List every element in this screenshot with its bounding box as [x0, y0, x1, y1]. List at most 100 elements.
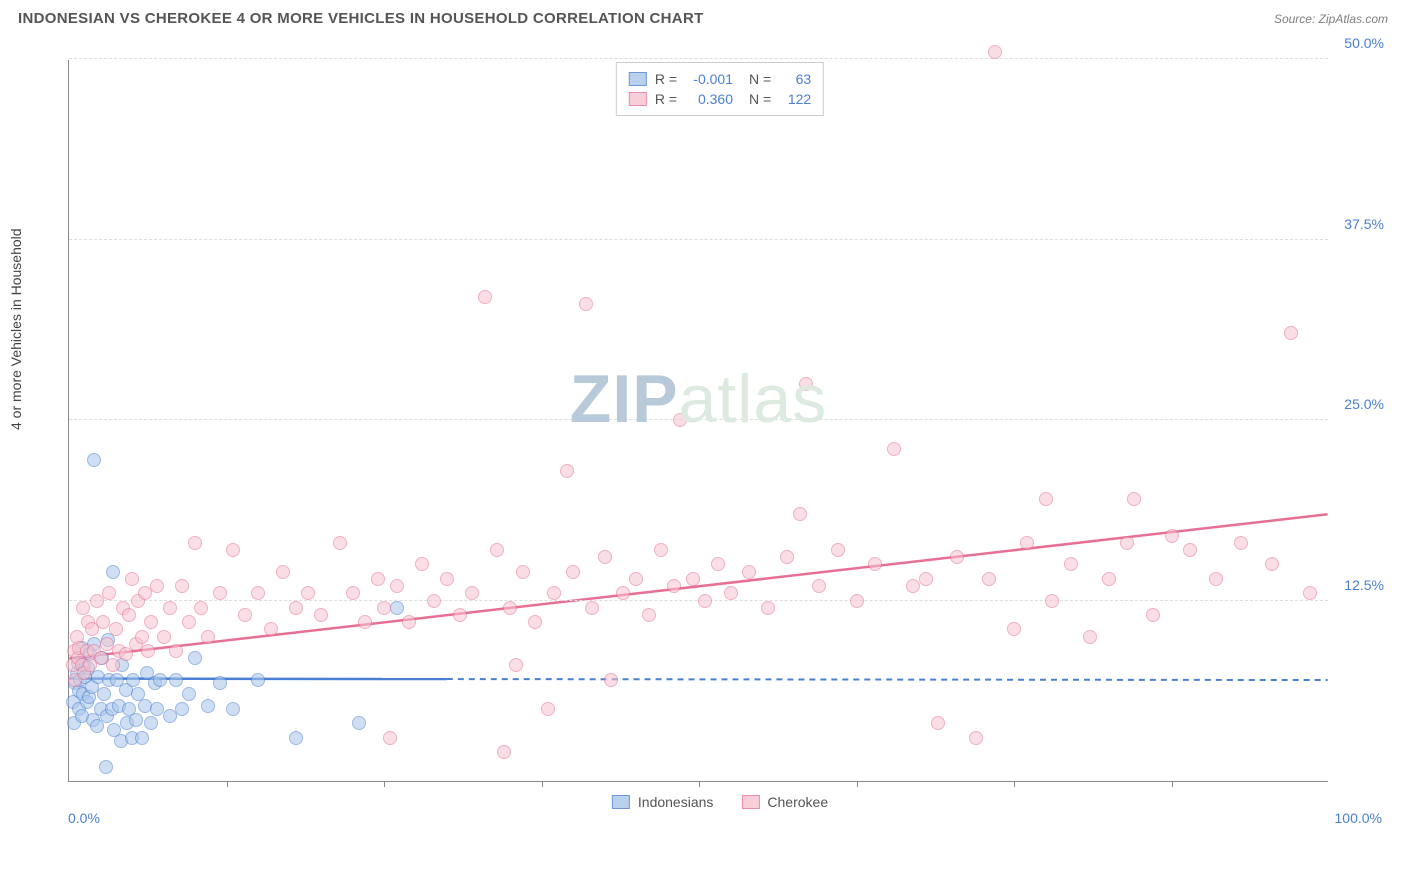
- chart-header: INDONESIAN VS CHEROKEE 4 OR MORE VEHICLE…: [0, 0, 1406, 33]
- legend-r-label: R =: [655, 69, 677, 89]
- data-point: [390, 579, 404, 593]
- data-point: [188, 536, 202, 550]
- data-point: [1303, 586, 1317, 600]
- data-point: [390, 601, 404, 615]
- data-point: [333, 536, 347, 550]
- x-axis-end-label: 100.0%: [1335, 810, 1382, 826]
- data-point: [289, 601, 303, 615]
- data-point: [497, 745, 511, 759]
- data-point: [969, 731, 983, 745]
- legend-swatch: [612, 795, 630, 809]
- data-point: [188, 651, 202, 665]
- data-point: [629, 572, 643, 586]
- legend-r-value: 0.360: [685, 89, 733, 109]
- data-point: [1020, 536, 1034, 550]
- legend-swatch: [629, 72, 647, 86]
- x-axis-start-label: 0.0%: [68, 810, 100, 826]
- data-point: [106, 565, 120, 579]
- data-point: [1007, 622, 1021, 636]
- series-legend-item: Cherokee: [741, 794, 828, 810]
- data-point: [276, 565, 290, 579]
- data-point: [585, 601, 599, 615]
- data-point: [1120, 536, 1134, 550]
- legend-row: R = -0.001 N = 63: [629, 69, 811, 89]
- data-point: [440, 572, 454, 586]
- y-tick-label: 25.0%: [1344, 396, 1384, 412]
- data-point: [686, 572, 700, 586]
- legend-n-label: N =: [749, 69, 771, 89]
- data-point: [144, 615, 158, 629]
- data-point: [377, 601, 391, 615]
- data-point: [301, 586, 315, 600]
- plot-area: ZIPatlas 12.5%25.0%37.5%50.0%: [68, 60, 1328, 782]
- data-point: [541, 702, 555, 716]
- data-point: [175, 579, 189, 593]
- legend-n-value: 63: [779, 69, 811, 89]
- data-point: [109, 622, 123, 636]
- y-axis-label: 4 or more Vehicles in Household: [8, 228, 24, 430]
- data-point: [238, 608, 252, 622]
- watermark-atlas: atlas: [679, 361, 828, 437]
- data-point: [182, 615, 196, 629]
- data-point: [1102, 572, 1116, 586]
- legend-n-value: 122: [779, 89, 811, 109]
- data-point: [144, 716, 158, 730]
- data-point: [465, 586, 479, 600]
- data-point: [604, 673, 618, 687]
- source-attribution: Source: ZipAtlas.com: [1274, 12, 1388, 26]
- data-point: [125, 572, 139, 586]
- x-tick: [384, 781, 385, 787]
- y-tick-label: 12.5%: [1344, 577, 1384, 593]
- data-point: [566, 565, 580, 579]
- data-point: [153, 673, 167, 687]
- data-point: [698, 594, 712, 608]
- legend-row: R = 0.360 N = 122: [629, 89, 811, 109]
- data-point: [251, 673, 265, 687]
- data-point: [76, 601, 90, 615]
- data-point: [182, 687, 196, 701]
- data-point: [868, 557, 882, 571]
- watermark-zip: ZIP: [570, 361, 679, 437]
- data-point: [135, 630, 149, 644]
- data-point: [163, 709, 177, 723]
- data-point: [169, 644, 183, 658]
- data-point: [102, 586, 116, 600]
- data-point: [99, 760, 113, 774]
- chart-container: ZIPatlas 12.5%25.0%37.5%50.0% R = -0.001…: [50, 60, 1390, 830]
- data-point: [1045, 594, 1059, 608]
- data-point: [919, 572, 933, 586]
- data-point: [742, 565, 756, 579]
- data-point: [547, 586, 561, 600]
- series-name: Cherokee: [767, 794, 828, 810]
- data-point: [528, 615, 542, 629]
- data-point: [415, 557, 429, 571]
- data-point: [516, 565, 530, 579]
- data-point: [226, 543, 240, 557]
- data-point: [950, 550, 964, 564]
- data-point: [667, 579, 681, 593]
- data-point: [850, 594, 864, 608]
- x-tick: [699, 781, 700, 787]
- data-point: [201, 630, 215, 644]
- data-point: [346, 586, 360, 600]
- data-point: [87, 453, 101, 467]
- data-point: [169, 673, 183, 687]
- data-point: [264, 622, 278, 636]
- data-point: [616, 586, 630, 600]
- data-point: [1146, 608, 1160, 622]
- data-point: [1284, 326, 1298, 340]
- data-point: [141, 644, 155, 658]
- data-point: [887, 442, 901, 456]
- data-point: [163, 601, 177, 615]
- data-point: [579, 297, 593, 311]
- data-point: [906, 579, 920, 593]
- data-point: [673, 413, 687, 427]
- data-point: [97, 687, 111, 701]
- data-point: [251, 586, 265, 600]
- data-point: [1064, 557, 1078, 571]
- data-point: [383, 731, 397, 745]
- data-point: [213, 676, 227, 690]
- data-point: [780, 550, 794, 564]
- y-tick-label: 37.5%: [1344, 216, 1384, 232]
- data-point: [1183, 543, 1197, 557]
